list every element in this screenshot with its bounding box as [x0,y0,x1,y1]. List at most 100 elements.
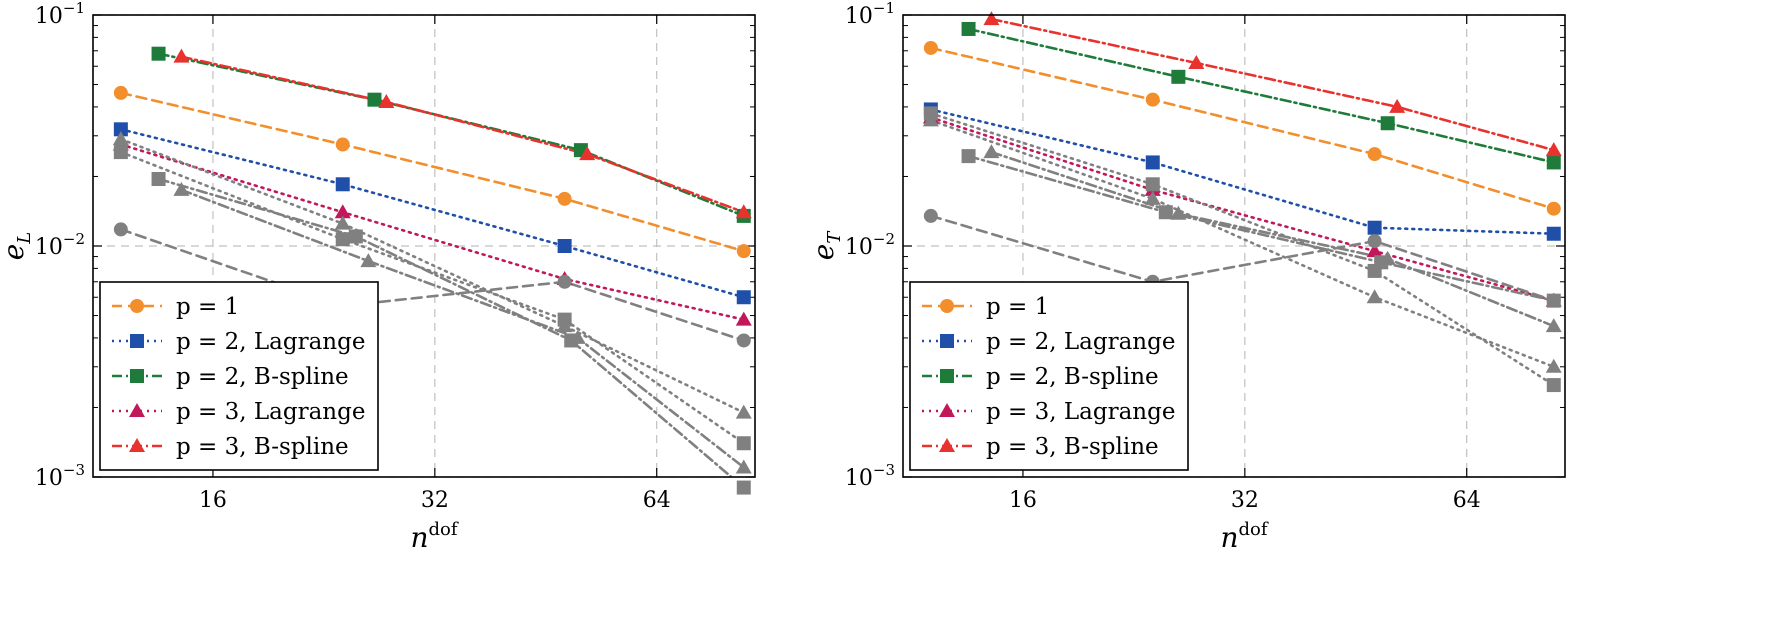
reference-series-line [929,112,1556,387]
reference-data-point [557,274,572,289]
x-axis-label: ndof [1220,519,1268,554]
reference-data-point [1367,234,1382,249]
y-tick-label: 10−1 [35,0,85,29]
reference-data-point [1158,205,1173,220]
data-point [961,21,976,36]
reference-data-point [1545,358,1562,373]
data-point [735,311,752,326]
reference-data-point [112,131,129,146]
legend-marker [940,369,954,383]
reference-data-point [334,215,351,230]
legend-label: p = 3, B-spline [176,434,349,460]
reference-data-point [736,480,751,495]
reference-data-point [1546,378,1561,393]
data-point [1145,92,1160,107]
reference-data-point [360,253,377,268]
legend-marker [129,438,145,452]
reference-data-point [113,222,128,237]
data-point [335,177,350,192]
reference-data-point [1145,177,1160,192]
legend-label: p = 1 [176,294,239,320]
legend-marker [939,403,955,417]
y-tick-label: 10−2 [35,230,85,260]
data-point [151,46,166,61]
reference-data-point [569,329,586,344]
data-point [736,290,751,305]
data-point [1171,69,1186,84]
y-tick-label: 10−2 [845,230,895,260]
series-line [929,108,1556,235]
data-point [1546,226,1561,241]
legend-marker [130,334,144,348]
reference-series-line [119,228,746,342]
data-point [1380,116,1395,131]
reference-data-point [556,318,573,333]
data-point [113,85,128,100]
legend-marker [940,334,954,348]
reference-data-point [736,333,751,348]
data-point [1545,142,1562,157]
x-tick-label: 32 [1231,488,1259,513]
reference-data-point [113,145,128,160]
reference-series-line [119,137,746,414]
legend-marker [130,369,144,383]
reference-data-point [1170,205,1187,220]
data-point [579,146,596,161]
data-point [736,244,751,259]
reference-data-point [335,232,350,247]
series-line [157,52,746,218]
legend-label: p = 3, B-spline [986,434,1159,460]
data-point [1188,54,1205,69]
data-point [1367,147,1382,162]
y-axis-label: eL [0,232,35,261]
reference-series-line [929,214,1556,302]
reference-data-point [1379,250,1396,265]
x-tick-label: 16 [199,488,227,513]
legend: p = 1 p = 2, Lagrange p = 2, B-spline p = 3… [99,281,379,471]
series-line [119,143,746,321]
data-point [367,92,382,107]
legend-label: p = 2, B-spline [176,364,349,390]
legend-marker [129,403,145,417]
x-tick-label: 32 [421,488,449,513]
legend-marker [939,438,955,452]
y-tick-label: 10−1 [845,0,895,29]
reference-data-point [173,181,190,196]
data-point [735,204,752,219]
reference-data-point [1546,293,1561,308]
y-tick-label: 10−3 [845,461,895,491]
reference-series-line [119,150,746,445]
reference-data-point [923,208,938,223]
x-tick-label: 16 [1009,488,1037,513]
legend-label: p = 3, Lagrange [986,399,1175,425]
data-point [1389,98,1406,113]
legend: p = 1 p = 2, Lagrange p = 2, B-spline p = 3… [909,281,1189,471]
reference-data-point [735,459,752,474]
series-line [990,17,1556,152]
x-axis-label: ndof [410,519,458,554]
legend-label: p = 2, Lagrange [176,329,365,355]
reference-data-point [1144,190,1161,205]
data-point [983,11,1000,26]
x-tick-label: 64 [643,488,671,513]
reference-series-line [967,154,1556,302]
plot-frame [92,14,756,478]
plot-frame [902,14,1566,478]
reference-data-point [348,229,363,244]
reference-data-point [961,149,976,164]
series-line [929,46,1556,210]
reference-data-point [1545,318,1562,333]
reference-series-line [157,177,734,477]
y-tick-label: 10−3 [35,461,85,491]
data-point [1366,243,1383,258]
series-line [119,91,746,253]
data-point [335,137,350,152]
legend-marker [130,299,144,313]
reference-data-point [922,112,939,127]
reference-data-point [1366,289,1383,304]
plot-right: 16 32 64 10−3 10−2 10−1 ndof eT p = 1 p = 2, Lagr… [807,0,1566,554]
data-point [1145,155,1160,170]
y-axis-label: eT [807,230,845,261]
series-line [967,27,1556,164]
data-point [173,48,190,63]
